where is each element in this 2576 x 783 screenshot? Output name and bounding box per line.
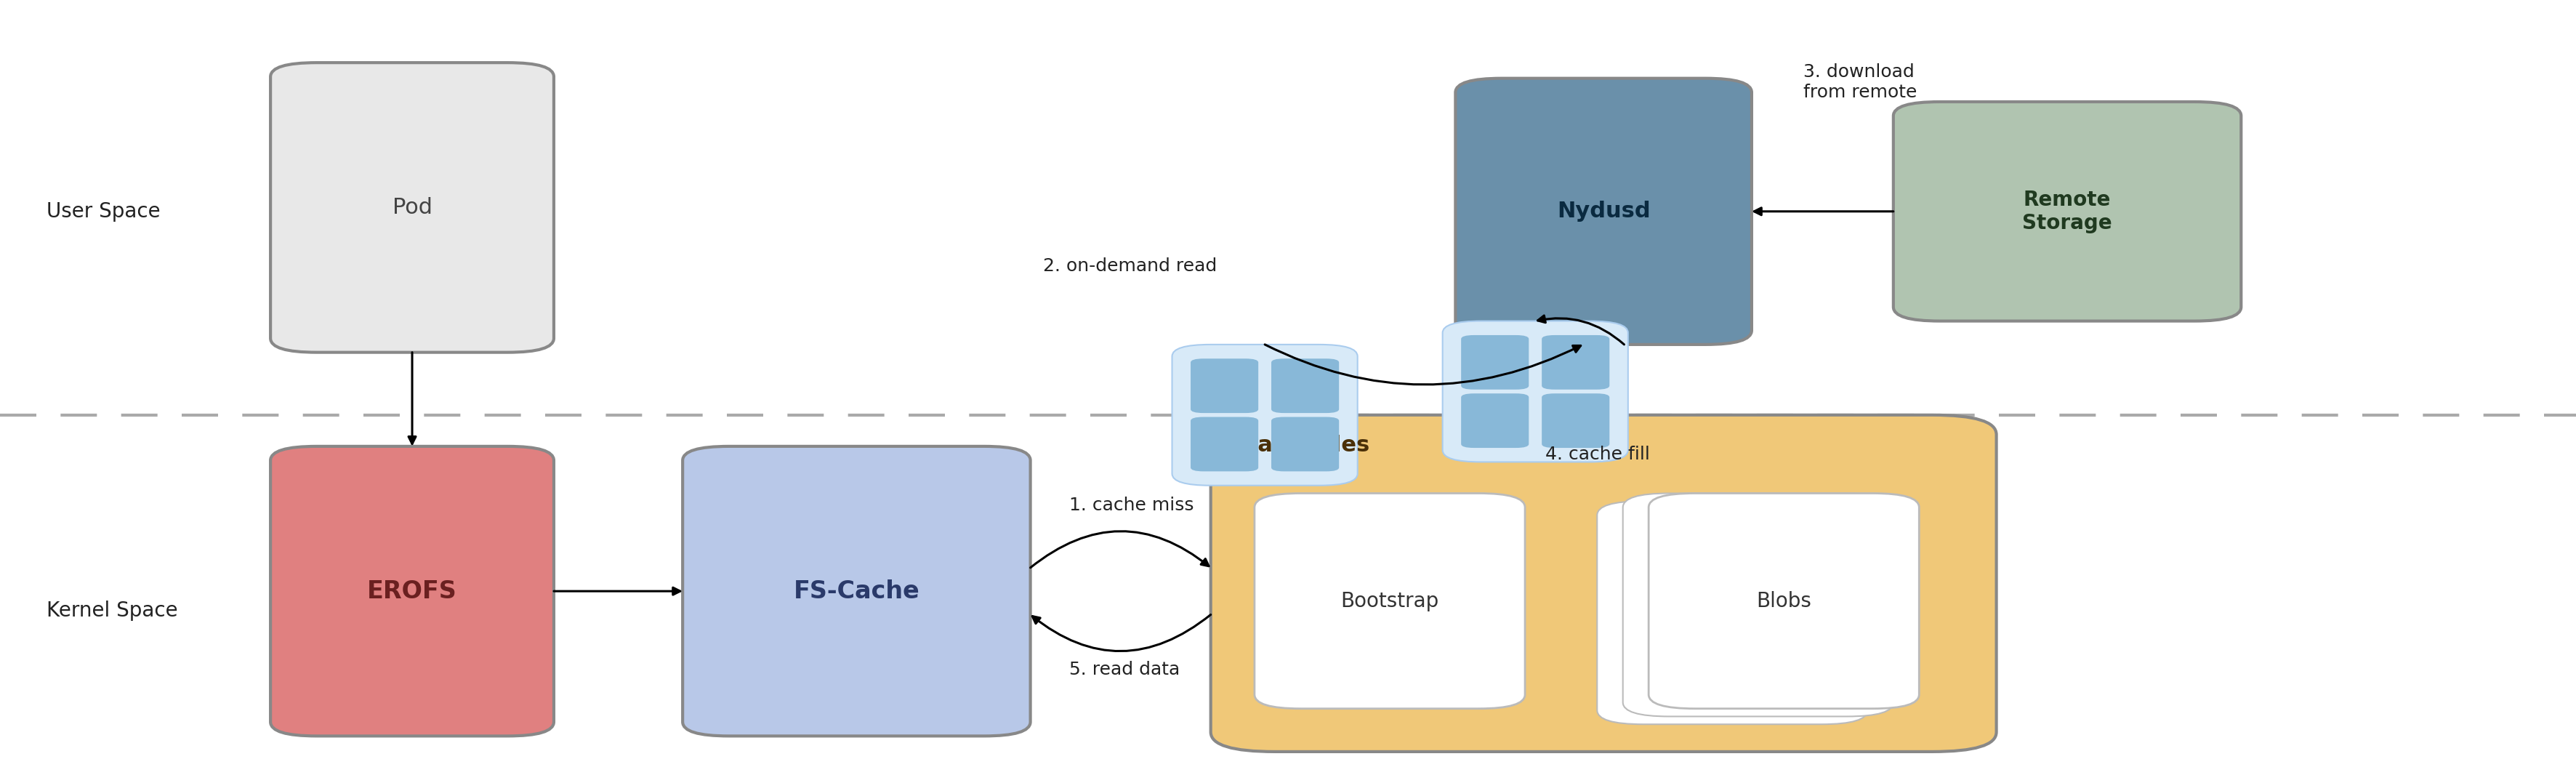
FancyBboxPatch shape xyxy=(1211,415,1996,752)
FancyBboxPatch shape xyxy=(1623,493,1893,716)
FancyBboxPatch shape xyxy=(1190,359,1257,413)
FancyBboxPatch shape xyxy=(1273,359,1340,413)
Text: Blobs: Blobs xyxy=(1757,591,1811,611)
Text: Remote
Storage: Remote Storage xyxy=(2022,189,2112,233)
Text: Kernel Space: Kernel Space xyxy=(46,601,178,621)
FancyBboxPatch shape xyxy=(270,446,554,736)
FancyBboxPatch shape xyxy=(1597,501,1868,724)
FancyBboxPatch shape xyxy=(1893,102,2241,321)
FancyBboxPatch shape xyxy=(1543,394,1610,448)
Text: Pod: Pod xyxy=(392,197,433,218)
Text: Nydusd: Nydusd xyxy=(1556,201,1651,222)
FancyBboxPatch shape xyxy=(1255,493,1525,709)
FancyBboxPatch shape xyxy=(683,446,1030,736)
FancyBboxPatch shape xyxy=(1190,417,1257,471)
Text: User Space: User Space xyxy=(46,201,160,222)
Text: EROFS: EROFS xyxy=(368,579,456,603)
FancyBboxPatch shape xyxy=(1543,335,1610,389)
Text: 4. cache fill: 4. cache fill xyxy=(1546,446,1651,463)
Text: FS-Cache: FS-Cache xyxy=(793,579,920,603)
Text: Bootstrap: Bootstrap xyxy=(1340,591,1440,611)
FancyBboxPatch shape xyxy=(1172,345,1358,485)
Text: 3. download
from remote: 3. download from remote xyxy=(1803,63,1917,101)
Text: Cachefiles: Cachefiles xyxy=(1242,435,1370,456)
Text: 5. read data: 5. read data xyxy=(1069,661,1180,678)
FancyBboxPatch shape xyxy=(270,63,554,352)
Text: 2. on-demand read: 2. on-demand read xyxy=(1043,258,1218,275)
FancyBboxPatch shape xyxy=(1649,493,1919,709)
FancyBboxPatch shape xyxy=(1273,417,1340,471)
FancyBboxPatch shape xyxy=(1455,78,1752,345)
FancyBboxPatch shape xyxy=(1443,321,1628,462)
FancyBboxPatch shape xyxy=(1461,335,1528,389)
Text: 1. cache miss: 1. cache miss xyxy=(1069,496,1193,514)
FancyBboxPatch shape xyxy=(1461,394,1528,448)
